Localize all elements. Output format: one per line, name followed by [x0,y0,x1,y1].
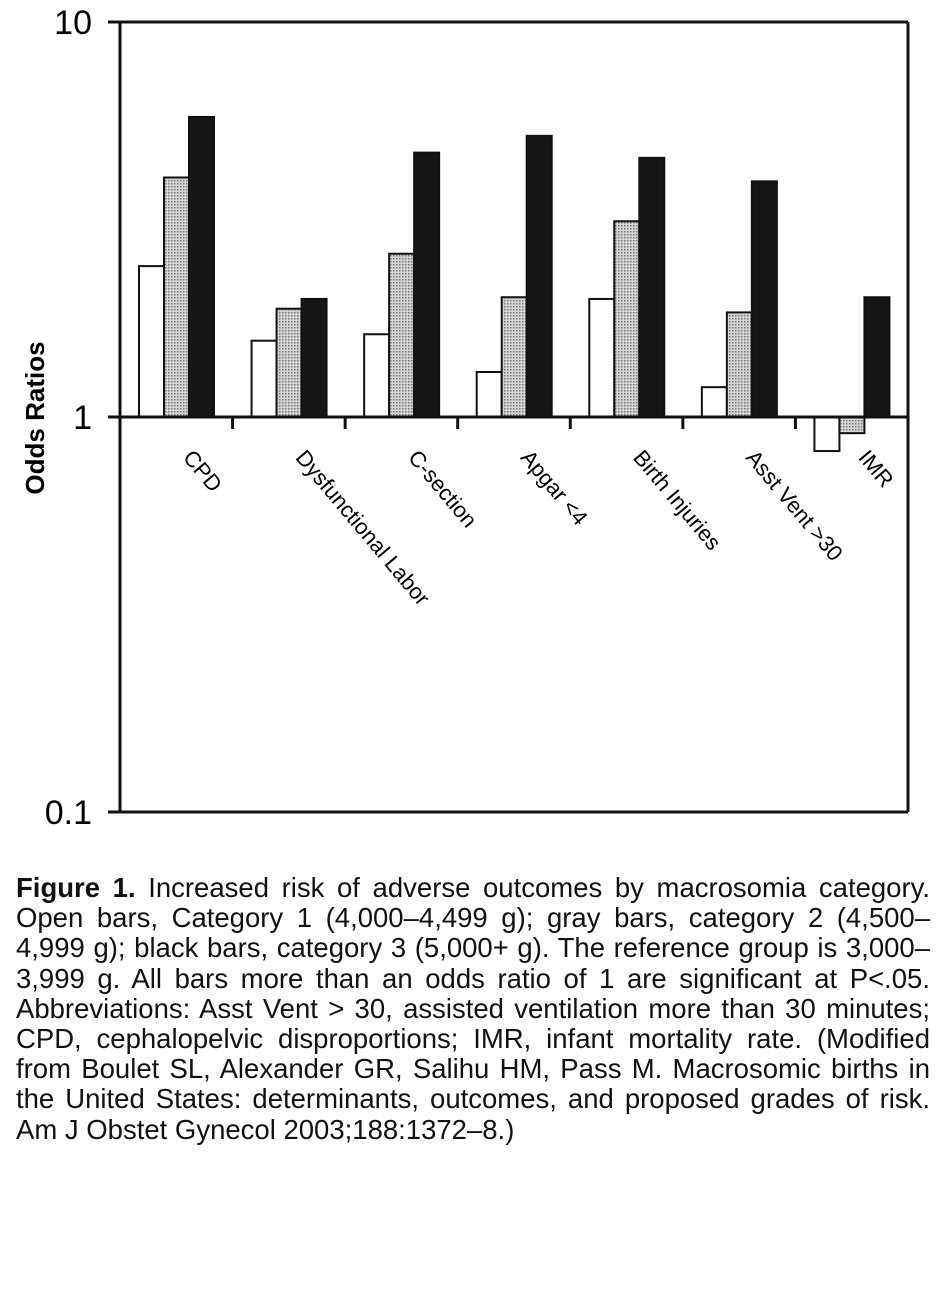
x-tick-label: CPD [178,445,227,497]
y-tick-label: 1 [73,399,92,437]
bar-dysfunctional-labor-series-1 [250,339,278,419]
figure-caption: Figure 1. Increased risk of adverse outc… [16,872,930,1145]
bar-birth-injuries-series-2 [613,220,641,418]
x-tick-label: IMR [854,445,899,492]
y-tick-label: 0.1 [45,794,92,832]
x-tick-label: C-section [403,445,482,532]
caption-text: Increased risk of adverse outcomes by ma… [16,872,930,1145]
y-axis-label: Odds Ratios [20,341,50,494]
caption-label: Figure 1. [16,872,136,903]
bar-chart: Odds Ratios CPD Dysfunctional LaborC-sect… [20,4,910,832]
y-tick-label: 10 [54,4,92,42]
bar-asst-vent-30-series-2 [725,311,753,419]
bar-c-section-series-2 [388,252,416,418]
bar-dysfunctional-labor-series-2 [275,307,303,418]
bar-imr-series-3 [863,296,891,418]
bar-imr-series-2 [838,416,866,435]
x-tick-label: Asst Vent >30 [741,445,848,566]
bar-cpd-series-2 [163,176,190,418]
bar-apgar-4-series-1 [475,370,503,418]
bar-apgar-4-series-3 [525,134,553,418]
bar-imr-series-1 [813,416,841,453]
bar-birth-injuries-series-3 [638,156,666,418]
bar-dysfunctional-labor-series-3 [300,297,328,418]
x-tick-label: Birth Injuries [628,445,726,555]
bar-asst-vent-30-series-3 [750,180,778,418]
bar-c-section-series-3 [413,151,441,418]
bar-cpd-series-3 [188,115,215,418]
bar-apgar-4-series-2 [500,296,528,418]
x-tick-label: Apgar <4 [516,445,593,530]
bar-cpd-series-1 [138,265,165,418]
bar-c-section-series-1 [363,333,391,419]
bar-birth-injuries-series-1 [588,297,616,418]
bar-asst-vent-30-series-1 [700,386,728,418]
